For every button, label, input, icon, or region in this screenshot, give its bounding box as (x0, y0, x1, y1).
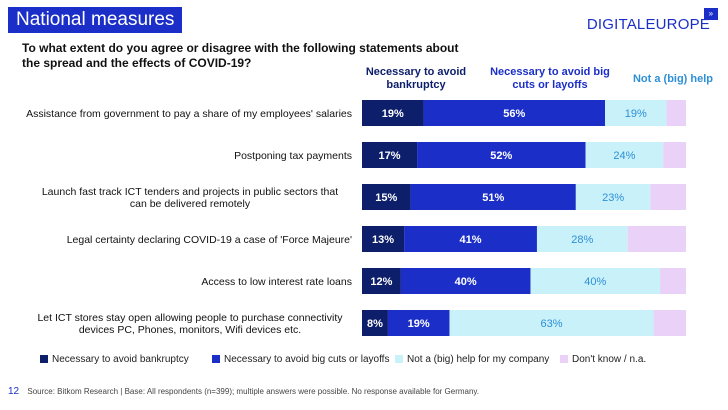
brand-logo-mark: » (704, 8, 718, 20)
bar-segment (387, 310, 450, 336)
legend-swatch (395, 355, 403, 363)
bar-segment (417, 142, 586, 168)
bar-segment (362, 142, 418, 168)
source-note: Source: Bitkom Research | Base: All resp… (27, 387, 480, 396)
bar-segment (410, 184, 576, 210)
category-label: Legal certainty declaring COVID-19 a cas… (67, 234, 352, 246)
page-title: National measures (8, 7, 183, 33)
bar-segment (530, 268, 661, 294)
data-label: 17% (379, 150, 401, 162)
bar-segment (536, 226, 628, 252)
data-label: 63% (541, 318, 563, 330)
legend-label: Necessary to avoid bankruptcy (52, 354, 189, 365)
data-label: 19% (382, 108, 404, 120)
bar-segment (660, 268, 686, 294)
category-label: Access to low interest rate loans (201, 276, 352, 288)
data-label: 8% (367, 318, 383, 330)
brand-logo-text: DIGITALEUROPE (586, 16, 710, 33)
bar-segment (423, 100, 605, 126)
bar-segment (627, 226, 686, 252)
data-label: 12% (370, 276, 392, 288)
legend-swatch (212, 355, 220, 363)
data-label: 56% (503, 108, 525, 120)
bar-segment (400, 268, 531, 294)
bar-segment (362, 268, 401, 294)
category-label: Postponing tax payments (234, 150, 352, 162)
bar-segment (575, 184, 651, 210)
category-label: Assistance from government to pay a shar… (26, 108, 352, 120)
data-label: 40% (455, 276, 477, 288)
data-label: 13% (372, 234, 394, 246)
bar-segment (404, 226, 537, 252)
data-label: 40% (584, 276, 606, 288)
bar-segment (362, 100, 424, 126)
page-number: 12 (8, 386, 20, 397)
bar-segment (653, 310, 686, 336)
column-head-bankruptcy: Necessary to avoid bankruptcy (365, 66, 467, 91)
data-label: 15% (375, 192, 397, 204)
data-label: 23% (602, 192, 624, 204)
footer: 12 Source: Bitkom Research | Base: All r… (8, 386, 479, 397)
column-head-no-help: Not a (big) help (632, 73, 714, 85)
data-label: 51% (482, 192, 504, 204)
category-label: Launch fast track ICT tenders and projec… (42, 186, 338, 198)
legend-item: Necessary to avoid big cuts or layoffs (212, 354, 389, 365)
legend-swatch (40, 355, 48, 363)
data-label: 52% (490, 150, 512, 162)
bar-segment (650, 184, 686, 210)
column-head-layoffs: Necessary to avoid big cuts or layoffs (490, 66, 610, 91)
legend-label: Not a (big) help for my company (407, 354, 550, 365)
legend-swatch (560, 355, 568, 363)
bar-segment (449, 310, 654, 336)
bar-segment (362, 310, 388, 336)
bar-segment (605, 100, 667, 126)
category-label: devices PC, Phones, monitors, Wifi devic… (79, 324, 301, 336)
legend-item: Necessary to avoid bankruptcy (40, 354, 189, 365)
bar-segment (666, 100, 686, 126)
data-label: 19% (408, 318, 430, 330)
data-label: 28% (571, 234, 593, 246)
brand-logo: DIGITALEUROPE » (586, 8, 718, 38)
chart-legend: Necessary to avoid bankruptcy Necessary t… (40, 354, 720, 368)
bar-segment (585, 142, 664, 168)
bar-segment (663, 142, 686, 168)
legend-label: Necessary to avoid big cuts or layoffs (224, 354, 390, 365)
data-label: 19% (625, 108, 647, 120)
legend-label: Don't know / n.a. (572, 354, 647, 365)
data-label: 24% (613, 150, 635, 162)
category-label: can be delivered remotely (130, 198, 251, 210)
category-label: Let ICT stores stay open allowing people… (37, 312, 343, 324)
data-label: 41% (460, 234, 482, 246)
legend-item: Don't know / n.a. (560, 354, 646, 365)
survey-question: To what extent do you agree or disagree … (22, 41, 459, 70)
legend-item: Not a (big) help for my company (395, 354, 549, 365)
bar-segment (362, 184, 411, 210)
bar-segment (362, 226, 405, 252)
